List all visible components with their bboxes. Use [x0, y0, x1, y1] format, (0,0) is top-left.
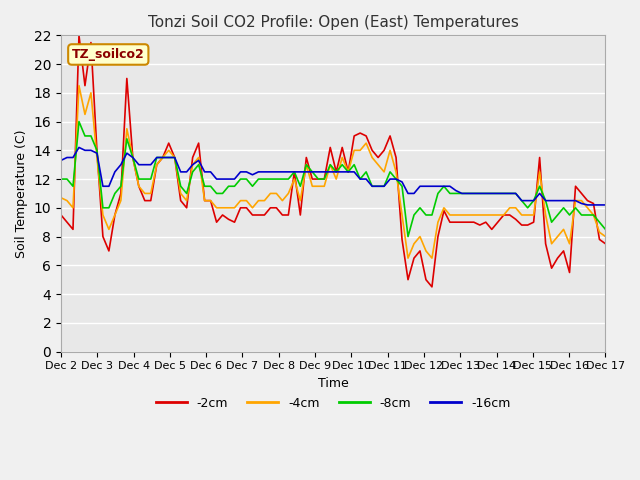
- -8cm: [602, 227, 609, 232]
- -2cm: [602, 241, 609, 247]
- -16cm: [494, 191, 502, 196]
- Title: Tonzi Soil CO2 Profile: Open (East) Temperatures: Tonzi Soil CO2 Profile: Open (East) Temp…: [148, 15, 518, 30]
- -16cm: [57, 157, 65, 163]
- -4cm: [524, 212, 531, 218]
- -16cm: [518, 198, 525, 204]
- Text: TZ_soilco2: TZ_soilco2: [72, 48, 145, 61]
- -4cm: [75, 83, 83, 88]
- -16cm: [602, 202, 609, 208]
- -4cm: [506, 205, 513, 211]
- -2cm: [494, 219, 502, 225]
- -2cm: [524, 222, 531, 228]
- -4cm: [470, 212, 477, 218]
- -4cm: [404, 255, 412, 261]
- -16cm: [584, 202, 591, 208]
- -4cm: [386, 147, 394, 153]
- -8cm: [500, 191, 508, 196]
- -2cm: [386, 133, 394, 139]
- -2cm: [57, 212, 65, 218]
- -8cm: [506, 191, 513, 196]
- -8cm: [75, 119, 83, 124]
- -8cm: [386, 169, 394, 175]
- -16cm: [386, 176, 394, 182]
- Line: -4cm: -4cm: [61, 85, 605, 258]
- Line: -2cm: -2cm: [61, 36, 605, 287]
- -2cm: [428, 284, 436, 290]
- -8cm: [57, 176, 65, 182]
- -2cm: [500, 212, 508, 218]
- Y-axis label: Soil Temperature (C): Soil Temperature (C): [15, 129, 28, 258]
- -16cm: [488, 191, 495, 196]
- -4cm: [602, 234, 609, 240]
- -8cm: [494, 191, 502, 196]
- -16cm: [464, 191, 472, 196]
- -4cm: [494, 212, 502, 218]
- -2cm: [75, 33, 83, 38]
- -8cm: [470, 191, 477, 196]
- -16cm: [75, 144, 83, 150]
- X-axis label: Time: Time: [318, 377, 349, 390]
- -4cm: [57, 195, 65, 201]
- -8cm: [524, 205, 531, 211]
- -8cm: [404, 234, 412, 240]
- -4cm: [500, 212, 508, 218]
- Line: -16cm: -16cm: [61, 147, 605, 205]
- Line: -8cm: -8cm: [61, 121, 605, 237]
- -2cm: [470, 219, 477, 225]
- -16cm: [500, 191, 508, 196]
- Legend: -2cm, -4cm, -8cm, -16cm: -2cm, -4cm, -8cm, -16cm: [150, 392, 516, 415]
- -2cm: [506, 212, 513, 218]
